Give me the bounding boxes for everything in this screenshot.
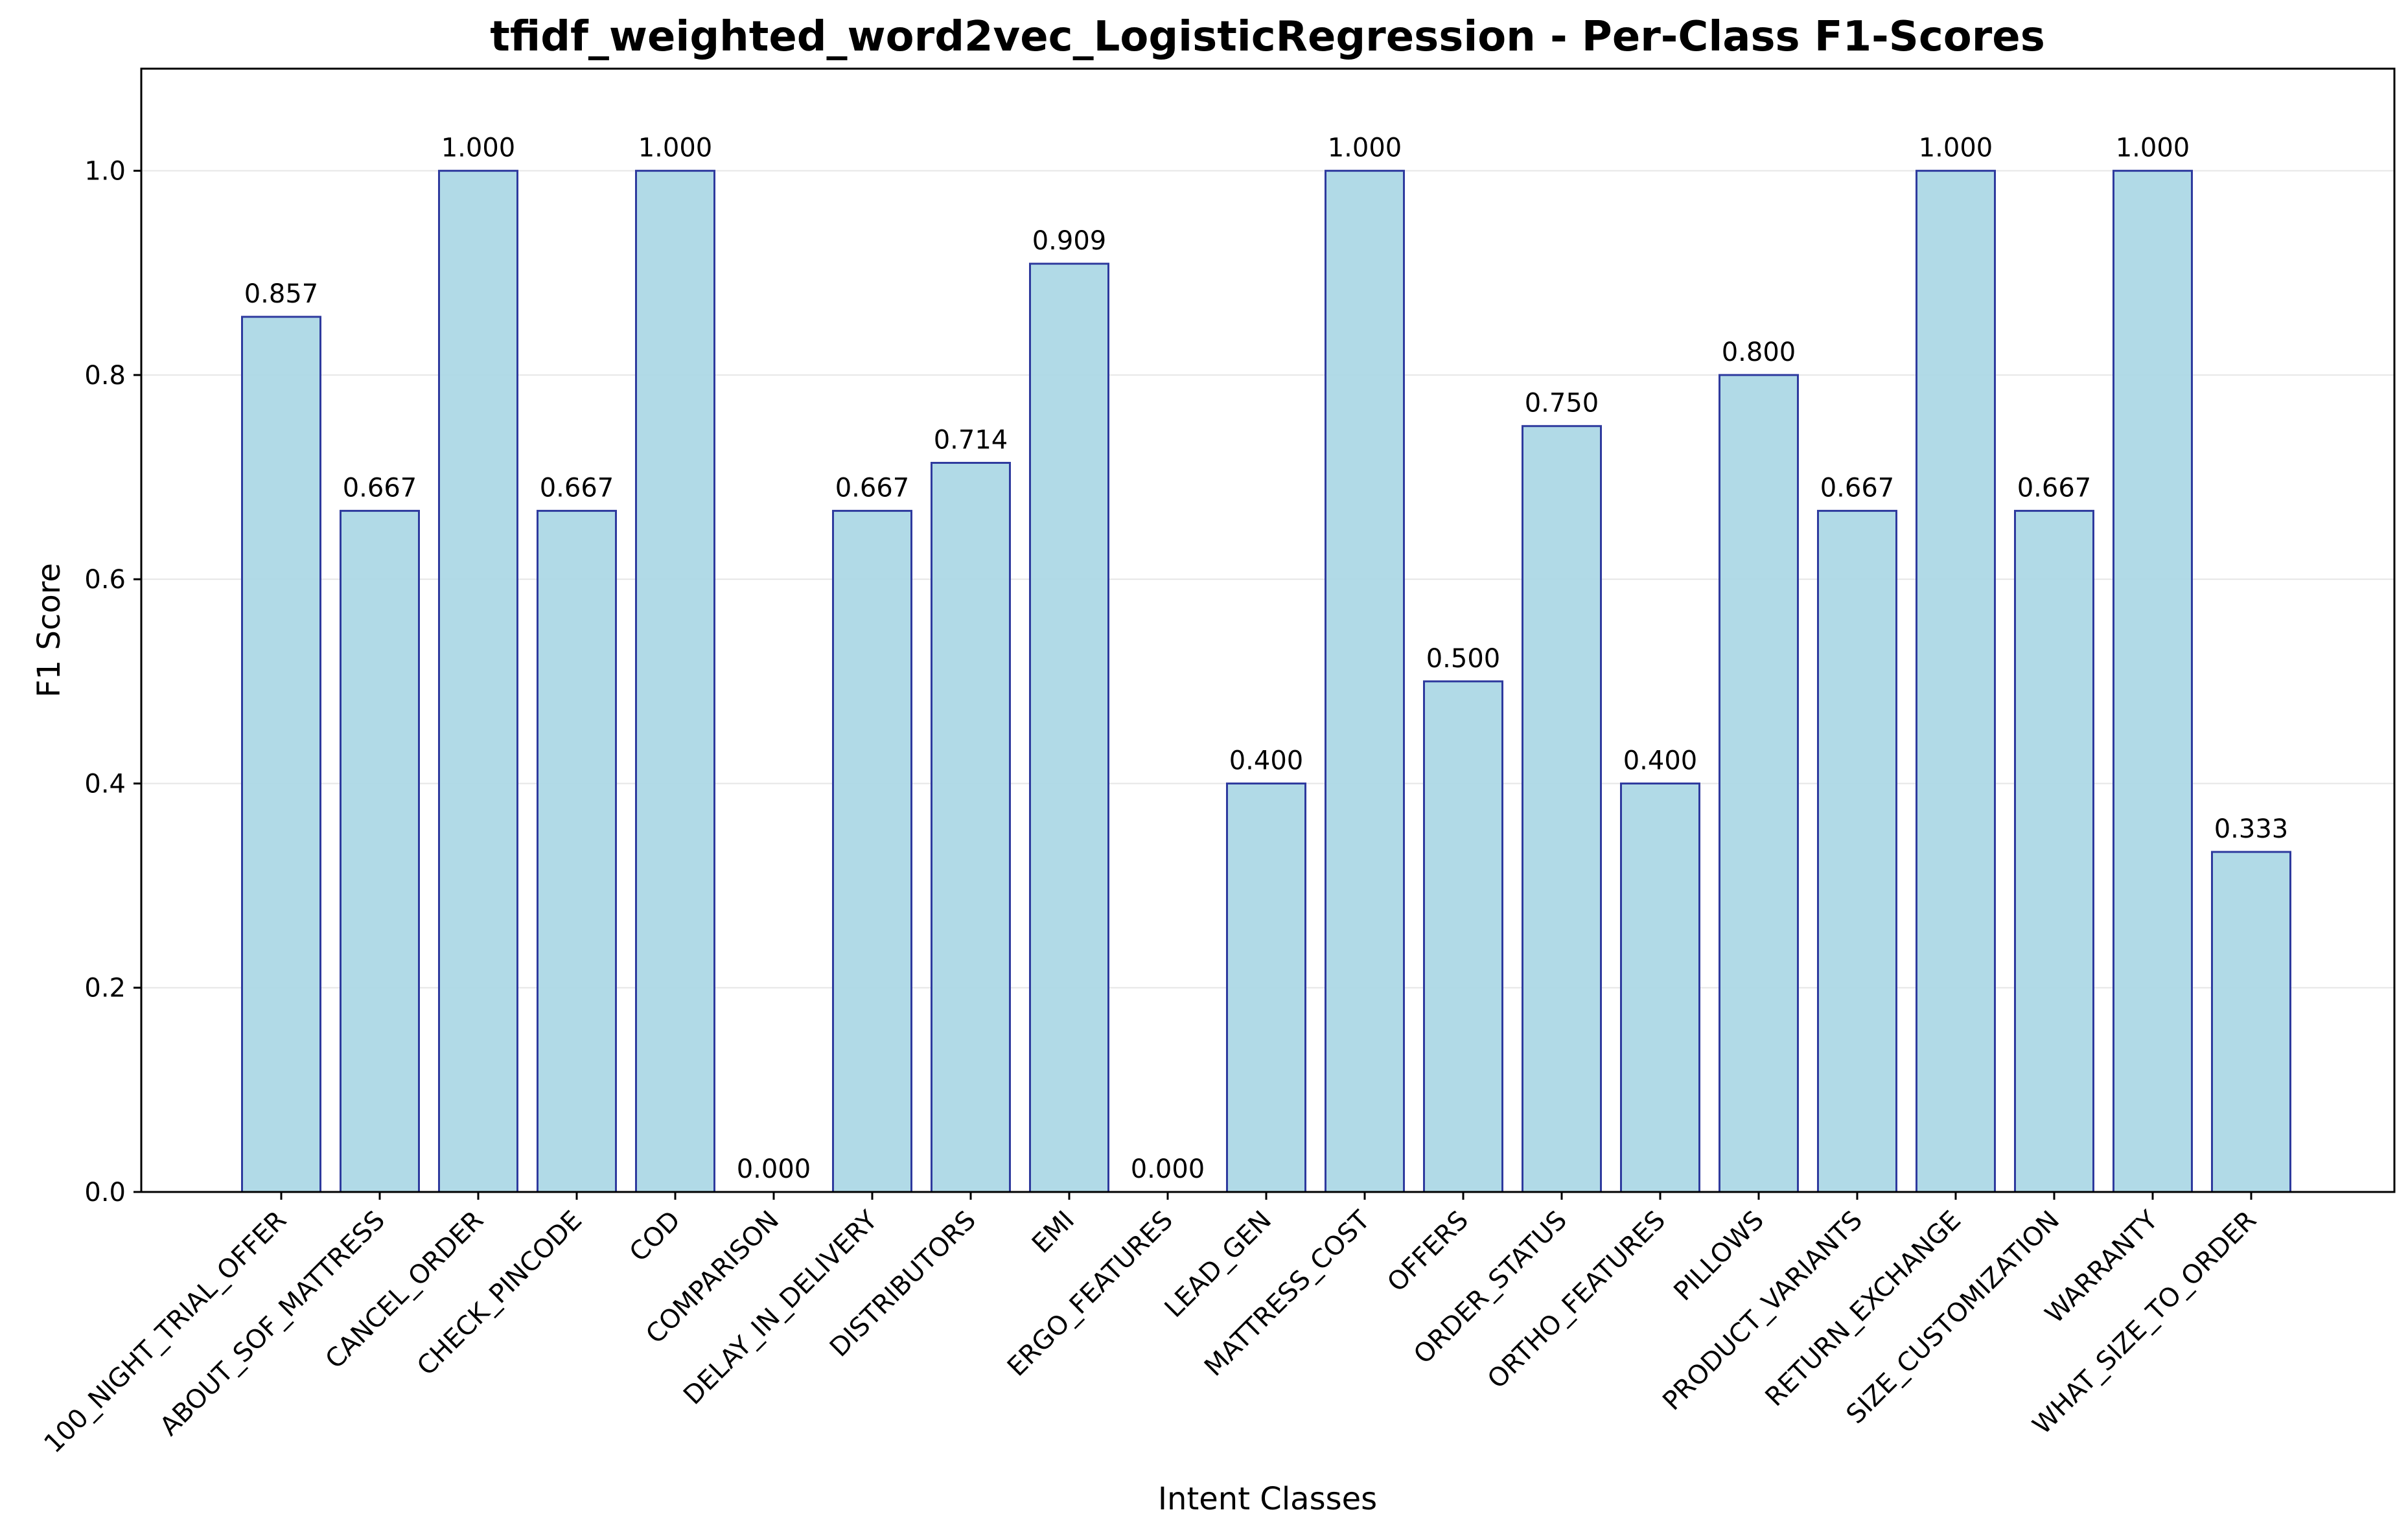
bar [931, 461, 1011, 1193]
bar [1325, 170, 1405, 1193]
bar [1226, 782, 1306, 1193]
bar [1620, 782, 1700, 1193]
bar [2211, 851, 2291, 1193]
bar-value-label: 1.000 [441, 133, 516, 163]
bar [832, 510, 912, 1193]
bar-value-label: 0.000 [1131, 1154, 1205, 1184]
bar [537, 510, 617, 1193]
y-tick-label: 0.6 [84, 565, 126, 595]
y-tick-label: 0.4 [84, 769, 126, 799]
y-axis-ticks: 0.0 0.2 0.4 0.6 0.8 1.0 [84, 157, 141, 1208]
bar-value-label: 1.000 [2116, 133, 2190, 163]
chart-title: tfidf_weighted_word2vec_LogisticRegressi… [490, 13, 2045, 61]
y-tick-label: 1.0 [84, 157, 126, 187]
bar-value-label: 0.800 [1722, 338, 1796, 367]
y-tick-label: 0.8 [84, 361, 126, 391]
x-axis-label: Intent Classes [1158, 1481, 1377, 1517]
bar-value-label: 0.857 [244, 279, 319, 309]
bar-value-label: 1.000 [1919, 133, 1993, 163]
bar [1719, 374, 1799, 1193]
y-axis-label: F1 Score [31, 563, 67, 698]
bar-value-label: 1.000 [638, 133, 713, 163]
bar-value-label: 0.667 [1820, 474, 1895, 503]
y-tick-label: 0.2 [84, 974, 126, 1003]
bar-value-label: 0.667 [540, 474, 614, 503]
bar [635, 170, 715, 1193]
bar-value-label: 0.667 [343, 474, 417, 503]
bar-value-label: 0.667 [835, 474, 910, 503]
bar-value-label: 0.750 [1525, 389, 1599, 418]
bar-value-label: 0.400 [1229, 746, 1304, 775]
bar-value-label: 0.500 [1426, 644, 1501, 674]
bar [241, 315, 321, 1193]
bar [1916, 170, 1996, 1193]
bar-value-label: 0.714 [934, 425, 1008, 455]
bar-value-label: 0.000 [737, 1154, 811, 1184]
data-labels: 0.857 0.667 1.000 0.667 1.000 0.000 0.667 0.714… [244, 133, 2289, 1184]
bar [1522, 425, 1602, 1193]
bar-value-label: 0.667 [2017, 474, 2092, 503]
bar [340, 510, 420, 1193]
bar-value-label: 1.000 [1328, 133, 1402, 163]
bar [1423, 680, 1503, 1193]
bar [438, 170, 518, 1193]
bar-value-label: 0.400 [1623, 746, 1698, 775]
bar [2014, 510, 2094, 1193]
bar [2113, 170, 2193, 1193]
plot-frame [140, 67, 2396, 1193]
y-tick-label: 0.0 [84, 1178, 126, 1208]
bar [1817, 510, 1897, 1193]
bar [1029, 262, 1109, 1193]
bar-value-label: 0.909 [1032, 226, 1107, 256]
bars [241, 170, 2291, 1193]
bar-value-label: 0.333 [2214, 814, 2289, 844]
